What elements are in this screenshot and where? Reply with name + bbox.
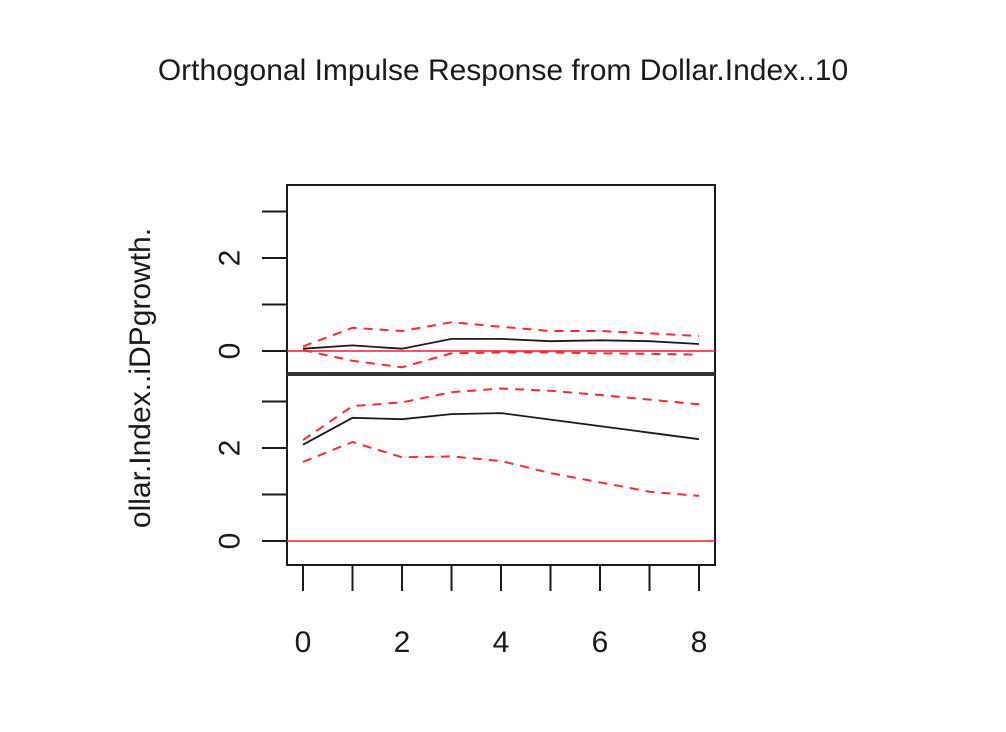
series-response-line bbox=[302, 412, 700, 446]
y-axis-label: ollar.Index..iDPgrowth. bbox=[124, 228, 157, 528]
x-tick-label: 4 bbox=[493, 626, 510, 659]
y-tick-label: 0 bbox=[214, 533, 247, 550]
x-tick-label: 2 bbox=[394, 626, 411, 659]
y-tick-label: 2 bbox=[214, 440, 247, 457]
series-upper-line bbox=[302, 321, 700, 348]
x-tick-label: 0 bbox=[295, 626, 312, 659]
series-lower-line bbox=[302, 440, 700, 497]
x-tick-label: 8 bbox=[691, 626, 708, 659]
panel-top: 02 bbox=[214, 210, 715, 369]
chart-title: Orthogonal Impulse Response from Dollar.… bbox=[158, 54, 848, 87]
y-tick-label: 0 bbox=[214, 343, 247, 360]
series-lower-line bbox=[302, 349, 700, 369]
series-upper-line bbox=[302, 387, 700, 441]
series-response-line bbox=[302, 337, 700, 350]
y-tick-label: 2 bbox=[214, 250, 247, 267]
x-tick-label: 6 bbox=[592, 626, 609, 659]
x-axis: 0 2 4 6 8 bbox=[295, 566, 708, 659]
panel-bottom: 02 bbox=[214, 387, 715, 550]
